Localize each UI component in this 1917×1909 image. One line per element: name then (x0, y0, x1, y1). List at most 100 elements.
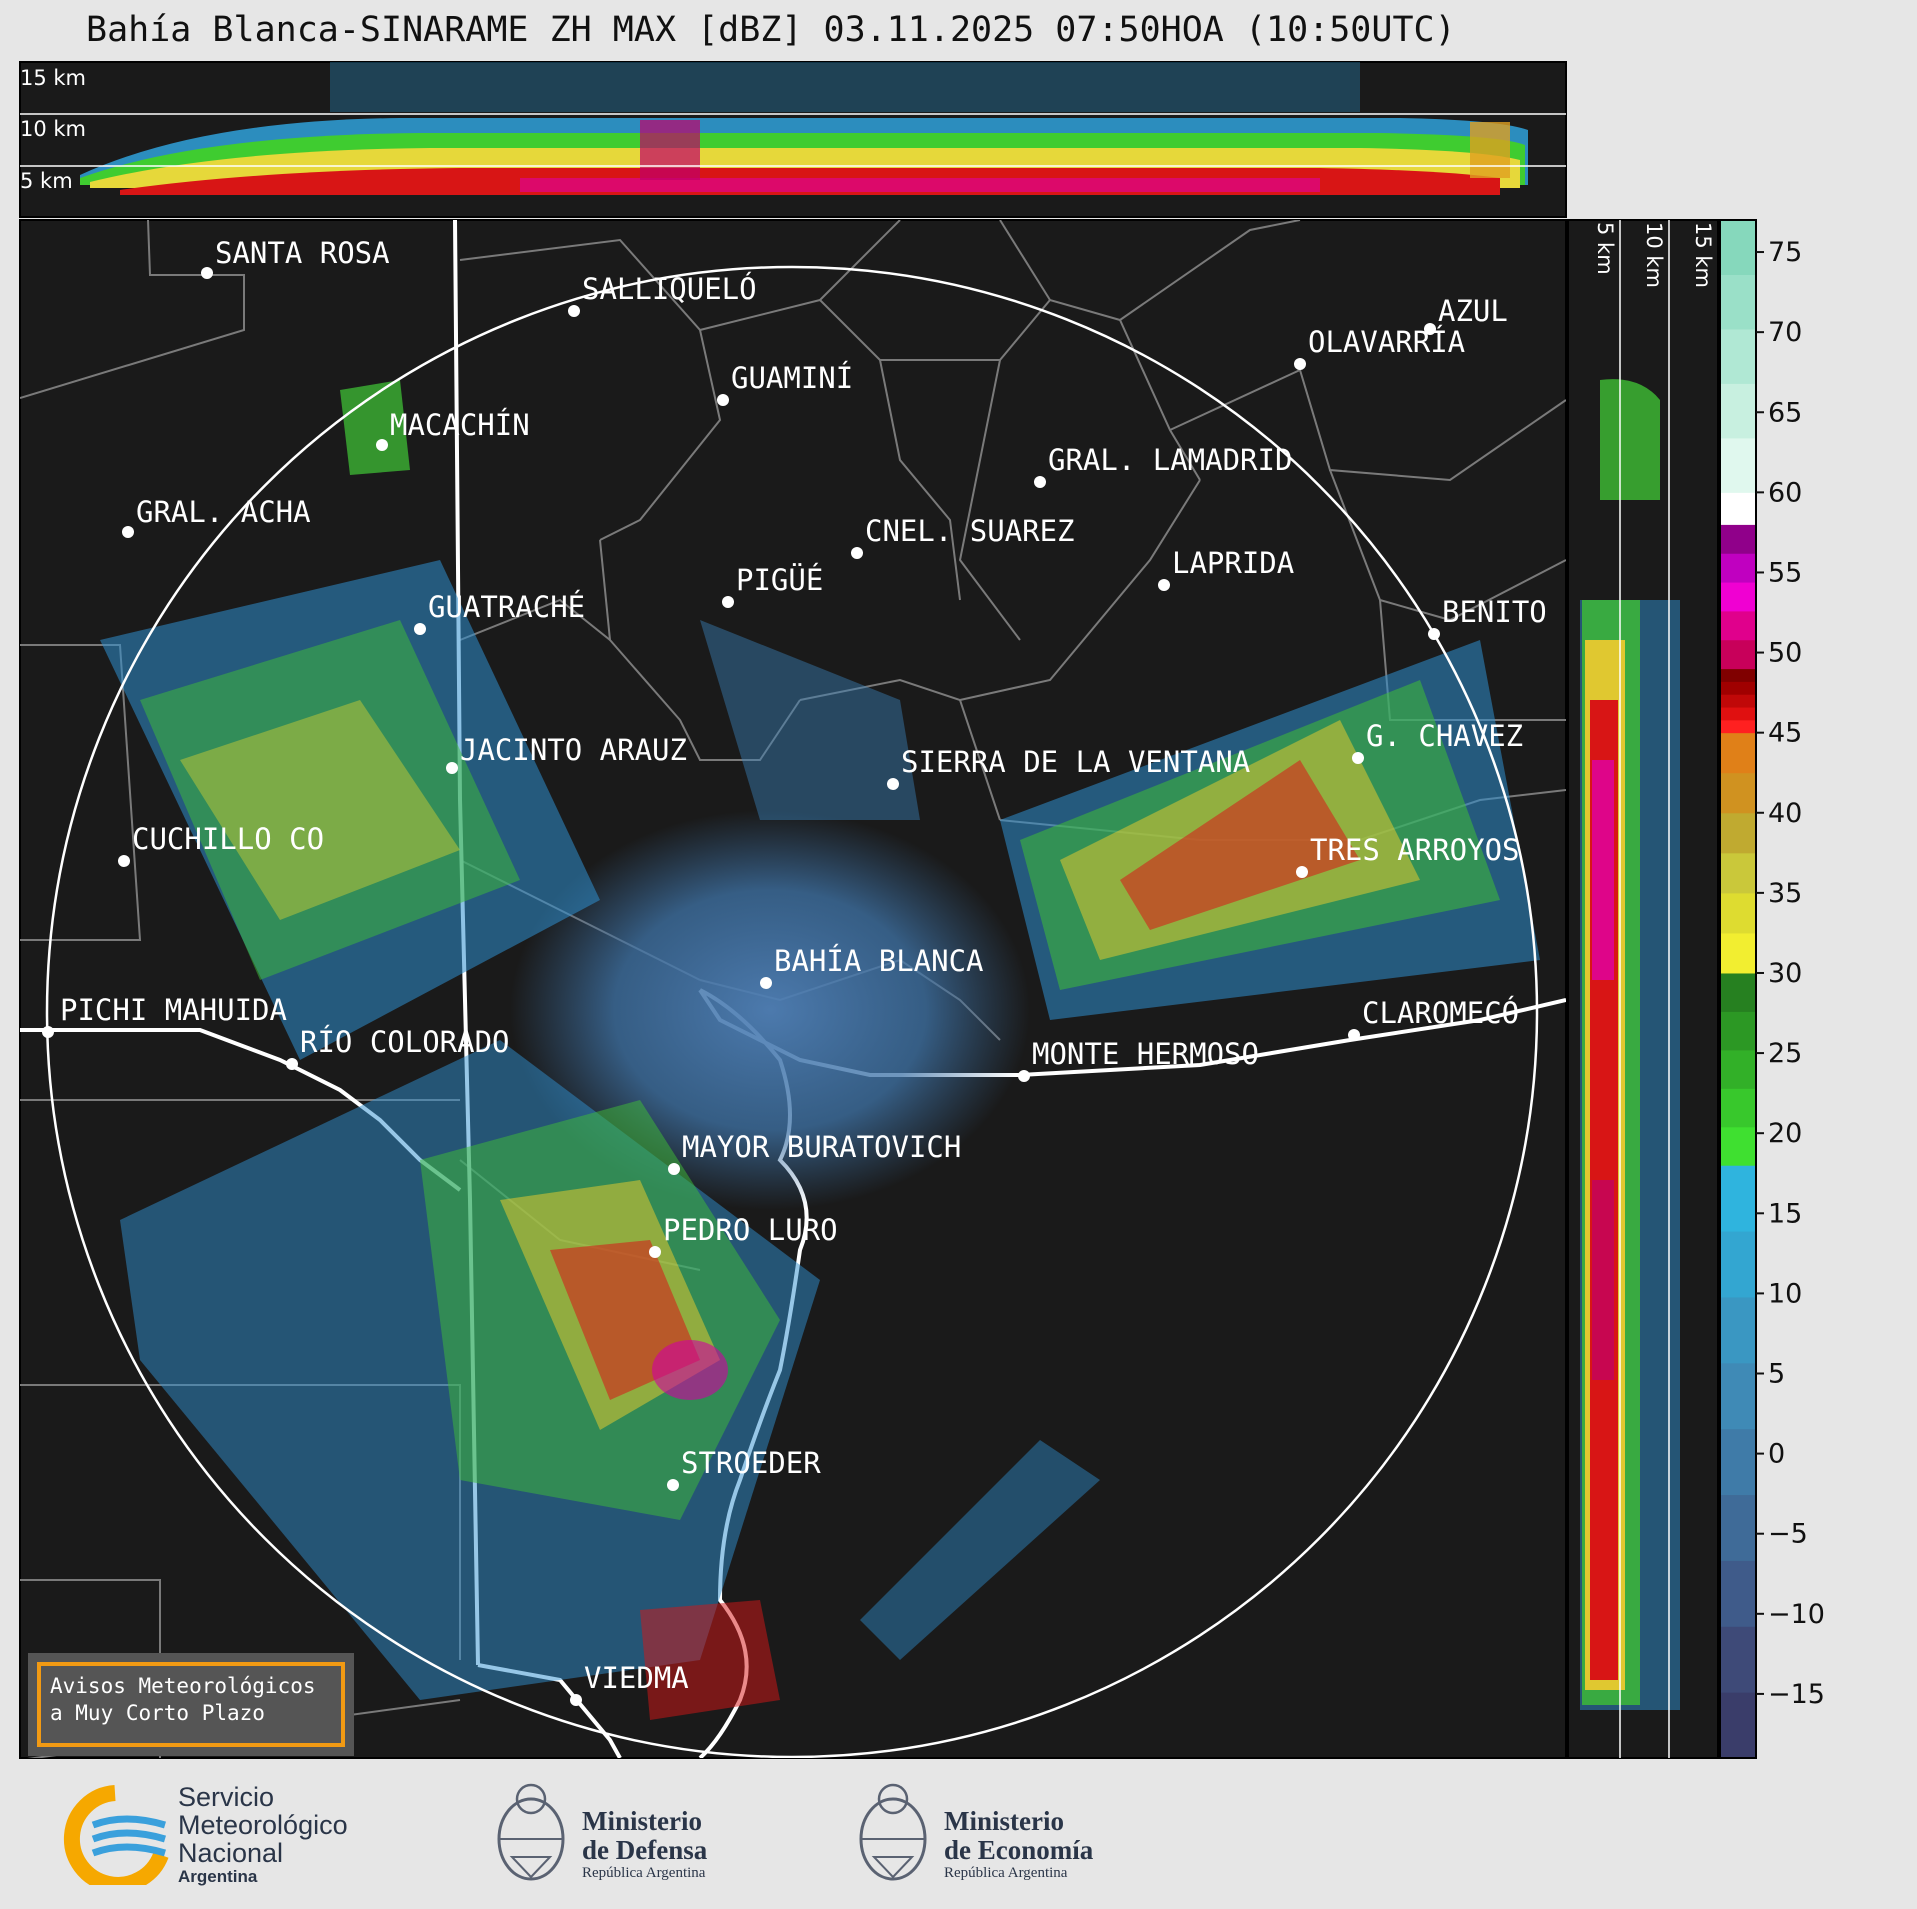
colorbar-tick-label: 15 (1768, 1198, 1802, 1229)
city-marker (201, 267, 213, 279)
smn-logo-icon (63, 1785, 169, 1885)
city-marker (760, 977, 772, 989)
city-label: BAHÍA BLANCA (774, 944, 984, 978)
city-label: GUAMINÍ (731, 361, 853, 395)
city-label: LAPRIDA (1172, 546, 1294, 580)
colorbar-tick-label: 75 (1768, 237, 1802, 268)
colorbar-tick-label: 70 (1768, 317, 1802, 348)
colorbar-band (1720, 1088, 1756, 1128)
colorbar-tick-label: −15 (1768, 1679, 1825, 1710)
city-label: JACINTO ARAUZ (460, 733, 687, 767)
colorbar-band (1720, 719, 1756, 734)
city-label: VIEDMA (584, 1661, 689, 1695)
colorbar-band (1720, 772, 1756, 814)
colorbar-band (1720, 892, 1756, 934)
colorbar-band (1720, 524, 1756, 554)
footer-logos: Servicio Meteorológico Nacional Argentin… (0, 1757, 1917, 1909)
notice-line-1: Avisos Meteorológicos (50, 1674, 316, 1698)
city-label: CNEL. SUAREZ (865, 514, 1075, 548)
colorbar-band (1720, 383, 1756, 439)
city-marker (717, 394, 729, 406)
city-label: OLAVARRÍA (1308, 325, 1465, 359)
colorbar-band (1720, 220, 1756, 275)
colorbar-band (1720, 610, 1756, 641)
colorbar-band (1720, 274, 1756, 330)
smn-name-line-3: Nacional (178, 1838, 284, 1868)
colorbar-band (1720, 732, 1756, 774)
colorbar-band (1720, 553, 1756, 583)
colorbar-tick-label: 0 (1768, 1439, 1785, 1470)
city-label: PICHI MAHUIDA (60, 993, 287, 1027)
colorbar-band (1720, 1126, 1756, 1166)
city-label: SALLIQUELÓ (582, 272, 757, 306)
city-marker (122, 526, 134, 538)
city-marker (568, 305, 580, 317)
city-marker (1348, 1029, 1360, 1041)
city-marker (446, 762, 458, 774)
coat-of-arms-icon (497, 1783, 565, 1881)
colorbar-band (1720, 812, 1756, 854)
city-marker (118, 855, 130, 867)
colorbar-frame (1719, 219, 1757, 1759)
city-label: STROEDER (681, 1446, 821, 1480)
city-label: G. CHAVEZ (1366, 719, 1523, 753)
side-km-label-10: 10 km (1642, 222, 1666, 288)
city-marker (1428, 628, 1440, 640)
top-cross-section-echoes (80, 62, 1528, 195)
colorbar-band (1720, 1049, 1756, 1089)
top-km-label-5: 5 km (20, 169, 73, 193)
city-marker (1158, 579, 1170, 591)
colorbar-tick-label: 25 (1768, 1038, 1802, 1069)
side-km-label-5: 5 km (1593, 222, 1617, 275)
colorbar-band (1720, 1692, 1756, 1759)
colorbar-tick-label: −10 (1768, 1599, 1825, 1630)
colorbar-tick-label: 55 (1768, 557, 1802, 588)
colorbar-band (1720, 681, 1756, 695)
colorbar-band (1720, 1296, 1756, 1364)
defensa-line-2: de Defensa (582, 1835, 708, 1865)
city-marker (649, 1246, 661, 1258)
colorbar-tick-label: −5 (1768, 1519, 1808, 1550)
range-ring (45, 265, 1539, 1758)
colorbar-band (1720, 582, 1756, 612)
city-marker (286, 1058, 298, 1070)
economia-subtitle: República Argentina (944, 1865, 1068, 1881)
colorbar-tick-label: 40 (1768, 798, 1802, 829)
colorbar-tick-label: 5 (1768, 1359, 1785, 1390)
city-label: MONTE HERMOSO (1032, 1037, 1259, 1071)
colorbar-band (1720, 1494, 1756, 1561)
coat-of-arms-icon (859, 1783, 927, 1881)
side-cross-section-echoes (1580, 379, 1680, 1710)
city-marker (722, 596, 734, 608)
colorbar-band (1720, 932, 1756, 974)
colorbar-tick-label: 50 (1768, 638, 1802, 669)
city-marker (1352, 752, 1364, 764)
city-marker (1296, 866, 1308, 878)
city-label: CUCHILLO CO (132, 822, 324, 856)
top-km-label-15: 15 km (20, 66, 86, 90)
colorbar-tick-label: 60 (1768, 477, 1802, 508)
map-title: Bahía Blanca-SINARAME ZH MAX [dBZ] 03.11… (86, 10, 1456, 50)
city-marker (1424, 323, 1436, 335)
city-marker (887, 778, 899, 790)
city-marker (851, 547, 863, 559)
smn-name-line-1: Servicio (178, 1782, 275, 1812)
colorbar-band (1720, 1428, 1756, 1496)
colorbar-band (1720, 1362, 1756, 1430)
radar-echoes (100, 380, 1540, 1720)
colorbar-tick-label: 30 (1768, 958, 1802, 989)
city-label: GRAL. LAMADRID (1048, 443, 1292, 477)
smn-name-line-4: Argentina (178, 1867, 258, 1886)
city-label: RÍO COLORADO (300, 1025, 510, 1059)
city-marker (667, 1479, 679, 1491)
colorbar-band (1720, 694, 1756, 708)
defensa-line-1: Ministerio (582, 1806, 702, 1836)
city-marker (1018, 1070, 1030, 1082)
colorbar-tick-label: 45 (1768, 718, 1802, 749)
city-label: PIGÜÉ (736, 563, 823, 597)
colorbar-tick-label: 20 (1768, 1118, 1802, 1149)
city-marker (668, 1163, 680, 1175)
smn-name-line-2: Meteorológico (178, 1810, 348, 1840)
